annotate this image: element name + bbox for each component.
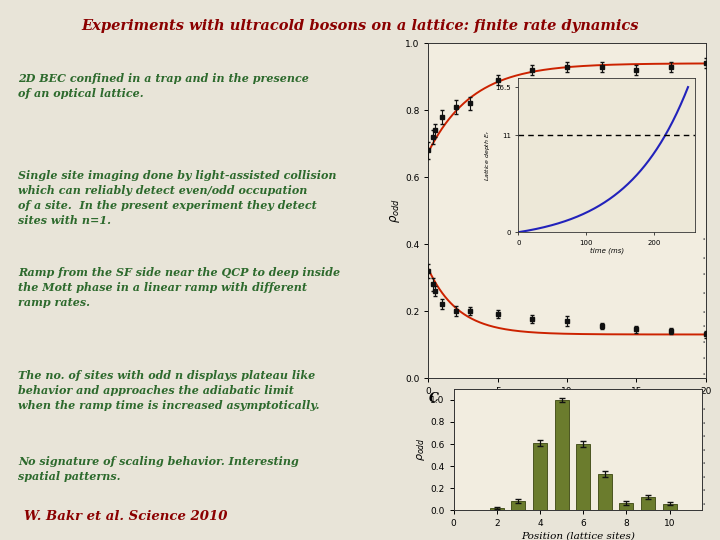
- Text: ·: ·: [702, 287, 706, 301]
- Text: No signature of scaling behavior. Interesting
spatial patterns.: No signature of scaling behavior. Intere…: [18, 456, 299, 482]
- Bar: [641, 497, 655, 510]
- Bar: [554, 400, 569, 510]
- Y-axis label: $\rho_{odd}$: $\rho_{odd}$: [415, 438, 428, 461]
- Bar: [619, 503, 634, 510]
- Bar: [490, 508, 504, 510]
- Text: ·: ·: [702, 336, 706, 350]
- Text: ·: ·: [702, 444, 706, 458]
- Text: ·: ·: [702, 320, 706, 334]
- Text: ·: ·: [702, 498, 706, 512]
- Text: C: C: [428, 392, 438, 404]
- Text: ·: ·: [702, 352, 706, 366]
- Bar: [511, 501, 526, 510]
- Text: ·: ·: [702, 471, 706, 485]
- Text: ·: ·: [702, 252, 706, 266]
- Bar: [533, 443, 547, 510]
- Text: W. Bakr et al. Science 2010: W. Bakr et al. Science 2010: [24, 510, 228, 523]
- Bar: [598, 474, 612, 510]
- Text: ·: ·: [702, 484, 706, 498]
- X-axis label: Ramp time (ms): Ramp time (ms): [525, 399, 609, 408]
- Text: Experiments with ultracold bosons on a lattice: finite rate dynamics: Experiments with ultracold bosons on a l…: [81, 19, 639, 33]
- Y-axis label: $\rho_{odd}$: $\rho_{odd}$: [388, 198, 402, 223]
- Text: Ramp from the SF side near the QCP to deep inside
the Mott phase in a linear ram: Ramp from the SF side near the QCP to de…: [18, 267, 340, 308]
- Bar: [576, 444, 590, 510]
- Text: ·: ·: [702, 268, 706, 282]
- Text: ·: ·: [702, 417, 706, 431]
- Text: ·: ·: [702, 457, 706, 471]
- Y-axis label: Lattice depth E$_r$: Lattice depth E$_r$: [483, 130, 492, 181]
- Text: 2D BEC confined in a trap and in the presence
of an optical lattice.: 2D BEC confined in a trap and in the pre…: [18, 73, 309, 99]
- X-axis label: time (ms): time (ms): [590, 247, 624, 254]
- Text: ·: ·: [702, 306, 706, 320]
- Text: ·: ·: [702, 233, 706, 247]
- Text: ·: ·: [702, 403, 706, 417]
- Text: The no. of sites with odd n displays plateau like
behavior and approaches the ad: The no. of sites with odd n displays pla…: [18, 370, 320, 411]
- Text: Single site imaging done by light-assisted collision
which can reliably detect e: Single site imaging done by light-assist…: [18, 170, 336, 226]
- Text: ·: ·: [702, 368, 706, 382]
- X-axis label: Position (lattice sites): Position (lattice sites): [521, 531, 635, 540]
- Bar: [662, 504, 677, 510]
- Text: ·: ·: [702, 430, 706, 444]
